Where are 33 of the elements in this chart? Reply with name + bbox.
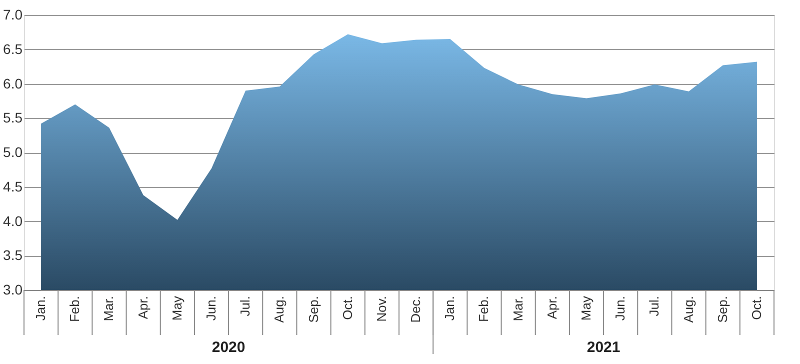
x-tick-label: Jan.: [442, 296, 458, 321]
x-tick-label: Sep.: [306, 296, 321, 323]
x-tick-label: Jun.: [204, 296, 218, 321]
x-tick-label: Nov.: [374, 296, 389, 322]
y-tick-label: 5.0: [3, 144, 23, 160]
text: 2021: [586, 339, 620, 356]
x-tick-label: Apr.: [544, 296, 560, 320]
text: 2020: [212, 339, 246, 356]
y-tick-label: 5.5: [3, 110, 23, 126]
x-tick-label: Jan.: [33, 296, 48, 321]
x-tick-label: Feb.: [67, 296, 82, 322]
x-tick-label: Jul.: [238, 296, 253, 316]
x-tick-label: Sep.: [714, 296, 730, 323]
y-tick-label: 3.5: [3, 247, 23, 264]
x-tick-label: Jul.: [646, 296, 662, 316]
y-tick-label: 6.0: [3, 75, 23, 92]
y-tick-label: 6.5: [3, 40, 23, 57]
x-tick-label: Oct.: [748, 296, 764, 320]
x-tick-label: Aug.: [680, 296, 696, 323]
x-tick-label: Oct.: [340, 296, 355, 320]
x-tick-label: Aug.: [272, 296, 287, 323]
x-tick-label: Mar.: [101, 296, 116, 322]
x-tick-label: Dec.: [408, 296, 424, 323]
x-tick-label: Feb.: [476, 296, 492, 322]
y-tick-label: 7.0: [3, 6, 23, 22]
x-tick-label: Mar.: [510, 296, 526, 322]
x-tick-label: May: [578, 296, 594, 321]
x-tick-label: May: [169, 296, 184, 321]
x-tick-label: Jun.: [612, 296, 628, 321]
y-tick-label: 3.0: [3, 282, 23, 298]
x-tick-label: Apr.: [135, 296, 150, 320]
y-tick-label: 4.5: [3, 178, 23, 194]
y-tick-label: 4.0: [3, 212, 23, 229]
